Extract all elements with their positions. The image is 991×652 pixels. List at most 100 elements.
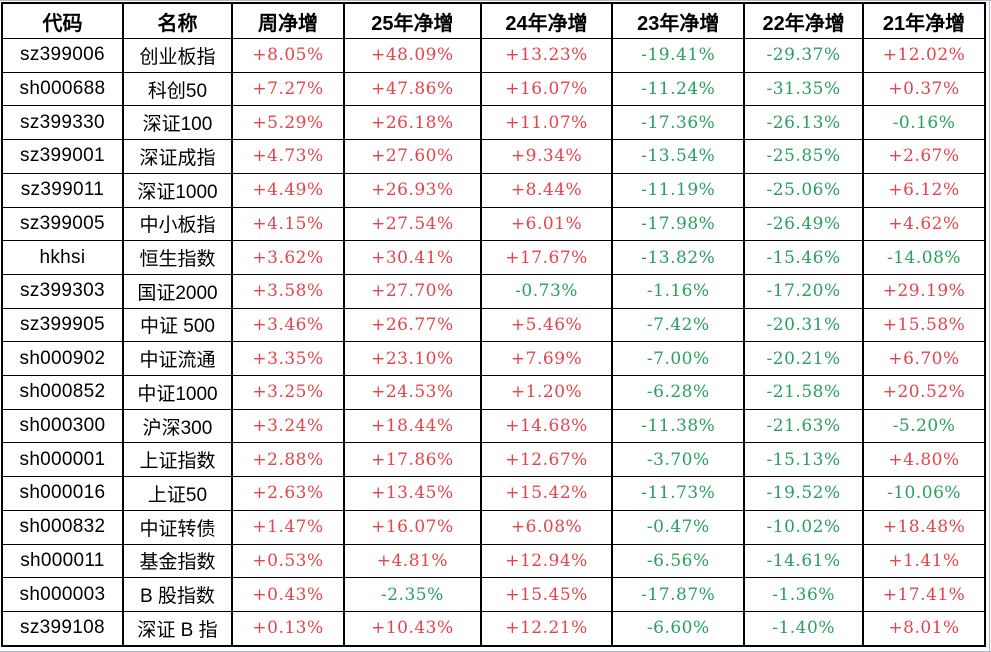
gain-value-cell: +0.43% <box>231 577 346 612</box>
index-name-cell: 上证指数 <box>121 442 234 478</box>
table-row: sz399108 深证 B 指 +0.13% +10.43% +12.21% -6.60%… <box>1 610 986 647</box>
gain-value-cell: +17.86% <box>343 442 482 478</box>
index-name-cell: 恒生指数 <box>121 240 234 275</box>
gain-value-cell: +15.45% <box>479 577 614 612</box>
gain-value-cell: +0.37% <box>862 71 986 107</box>
table-row: sz399330 深证100 +5.29% +26.18% +11.07% -17.36%… <box>1 105 986 141</box>
gain-value-cell: -17.36% <box>611 105 746 141</box>
gain-value-cell: +23.10% <box>343 341 482 377</box>
index-name-cell: 上证50 <box>121 476 234 511</box>
gain-value-cell: +2.88% <box>231 442 346 478</box>
index-name-cell: 中证1000 <box>121 375 234 410</box>
table-row: sh000016 上证50 +2.63% +13.45% +15.42% -11.73% -… <box>1 476 986 511</box>
table-row: sz399011 深证1000 +4.49% +26.93% +8.44% -11.19%… <box>1 172 986 208</box>
index-name-cell: 深证成指 <box>121 139 234 174</box>
gain-value-cell: +0.13% <box>231 610 346 647</box>
column-header-2025-gain: 25年净增 <box>343 2 482 39</box>
index-name-cell: 中证转债 <box>121 509 234 545</box>
index-code-cell: sz399001 <box>1 139 124 174</box>
gain-value-cell: +4.73% <box>231 139 346 174</box>
column-header-name: 名称 <box>121 2 234 39</box>
gain-value-cell: -10.02% <box>743 509 865 545</box>
gain-value-cell: -31.35% <box>743 71 865 107</box>
gain-value-cell: -20.31% <box>743 307 865 343</box>
table-row: sh000832 中证转债 +1.47% +16.07% +6.08% -0.47% -10… <box>1 509 986 545</box>
gain-value-cell: +4.81% <box>343 543 482 579</box>
gain-value-cell: -10.06% <box>862 476 986 511</box>
column-header-2022-gain: 22年净增 <box>743 2 865 39</box>
gain-value-cell: +27.54% <box>343 206 482 242</box>
gain-value-cell: +14.68% <box>479 408 614 444</box>
gain-value-cell: -0.47% <box>611 509 746 545</box>
index-name-cell: 中小板指 <box>121 206 234 242</box>
gain-value-cell: +13.45% <box>343 476 482 511</box>
gain-value-cell: -3.70% <box>611 442 746 478</box>
gain-value-cell: +17.41% <box>862 577 986 612</box>
gain-value-cell: +15.58% <box>862 307 986 343</box>
gridline-top <box>0 0 991 1</box>
index-code-cell: sz399011 <box>1 172 124 208</box>
index-name-cell: B 股指数 <box>121 577 234 612</box>
index-name-cell: 深证 B 指 <box>121 610 234 647</box>
gain-value-cell: +29.19% <box>862 273 986 309</box>
gain-value-cell: -19.41% <box>611 38 746 73</box>
gain-value-cell: +3.25% <box>231 375 346 410</box>
gain-value-cell: +30.41% <box>343 240 482 275</box>
gain-value-cell: +2.67% <box>862 139 986 174</box>
gain-value-cell: +13.23% <box>479 38 614 73</box>
gain-value-cell: +1.47% <box>231 509 346 545</box>
gain-value-cell: +47.86% <box>343 71 482 107</box>
gain-value-cell: +26.18% <box>343 105 482 141</box>
gain-value-cell: +20.52% <box>862 375 986 410</box>
gain-value-cell: +1.41% <box>862 543 986 579</box>
gain-value-cell: +27.60% <box>343 139 482 174</box>
table-row: sh000688 科创50 +7.27% +47.86% +16.07% -11.24% -… <box>1 71 986 107</box>
gain-value-cell: -17.87% <box>611 577 746 612</box>
gain-value-cell: -6.28% <box>611 375 746 410</box>
gain-value-cell: +27.70% <box>343 273 482 309</box>
index-name-cell: 中证 500 <box>121 307 234 343</box>
column-header-2024-gain: 24年净增 <box>479 2 614 39</box>
gain-value-cell: +16.07% <box>479 71 614 107</box>
index-name-cell: 中证流通 <box>121 341 234 377</box>
gain-value-cell: -17.20% <box>743 273 865 309</box>
gain-value-cell: -14.61% <box>743 543 865 579</box>
index-code-cell: sz399303 <box>1 273 124 309</box>
gain-value-cell: -17.98% <box>611 206 746 242</box>
gain-value-cell: -11.24% <box>611 71 746 107</box>
gain-value-cell: -7.42% <box>611 307 746 343</box>
gain-value-cell: +3.46% <box>231 307 346 343</box>
gain-value-cell: +17.67% <box>479 240 614 275</box>
gain-value-cell: +48.09% <box>343 38 482 73</box>
table-row: sz399905 中证 500 +3.46% +26.77% +5.46% -7.42% -… <box>1 307 986 343</box>
gain-value-cell: -20.21% <box>743 341 865 377</box>
index-name-cell: 基金指数 <box>121 543 234 579</box>
table-row: sh000852 中证1000 +3.25% +24.53% +1.20% -6.28% -… <box>1 375 986 410</box>
index-code-cell: sh000300 <box>1 408 124 444</box>
gain-value-cell: -19.52% <box>743 476 865 511</box>
gain-value-cell: -26.49% <box>743 206 865 242</box>
index-code-cell: sh000852 <box>1 375 124 410</box>
table-row: sh000011 基金指数 +0.53% +4.81% +12.94% -6.56% -14… <box>1 543 986 579</box>
index-name-cell: 创业板指 <box>121 38 234 73</box>
gain-value-cell: +2.63% <box>231 476 346 511</box>
gain-value-cell: +1.20% <box>479 375 614 410</box>
gain-value-cell: +6.12% <box>862 172 986 208</box>
gain-value-cell: -6.56% <box>611 543 746 579</box>
gain-value-cell: -21.63% <box>743 408 865 444</box>
gain-value-cell: -1.36% <box>743 577 865 612</box>
index-name-cell: 国证2000 <box>121 273 234 309</box>
gain-value-cell: +6.08% <box>479 509 614 545</box>
gridline-right <box>989 0 990 652</box>
table-row: sh000003 B 股指数 +0.43% -2.35% +15.45% -17.87% -… <box>1 577 986 612</box>
table-row: sz399303 国证2000 +3.58% +27.70% -0.73% -1.16% -… <box>1 273 986 309</box>
gain-value-cell: +26.93% <box>343 172 482 208</box>
index-code-cell: sh000003 <box>1 577 124 612</box>
index-code-cell: sz399905 <box>1 307 124 343</box>
gain-value-cell: +18.44% <box>343 408 482 444</box>
gain-value-cell: +6.01% <box>479 206 614 242</box>
gain-value-cell: -13.54% <box>611 139 746 174</box>
gain-value-cell: -13.82% <box>611 240 746 275</box>
index-name-cell: 科创50 <box>121 71 234 107</box>
